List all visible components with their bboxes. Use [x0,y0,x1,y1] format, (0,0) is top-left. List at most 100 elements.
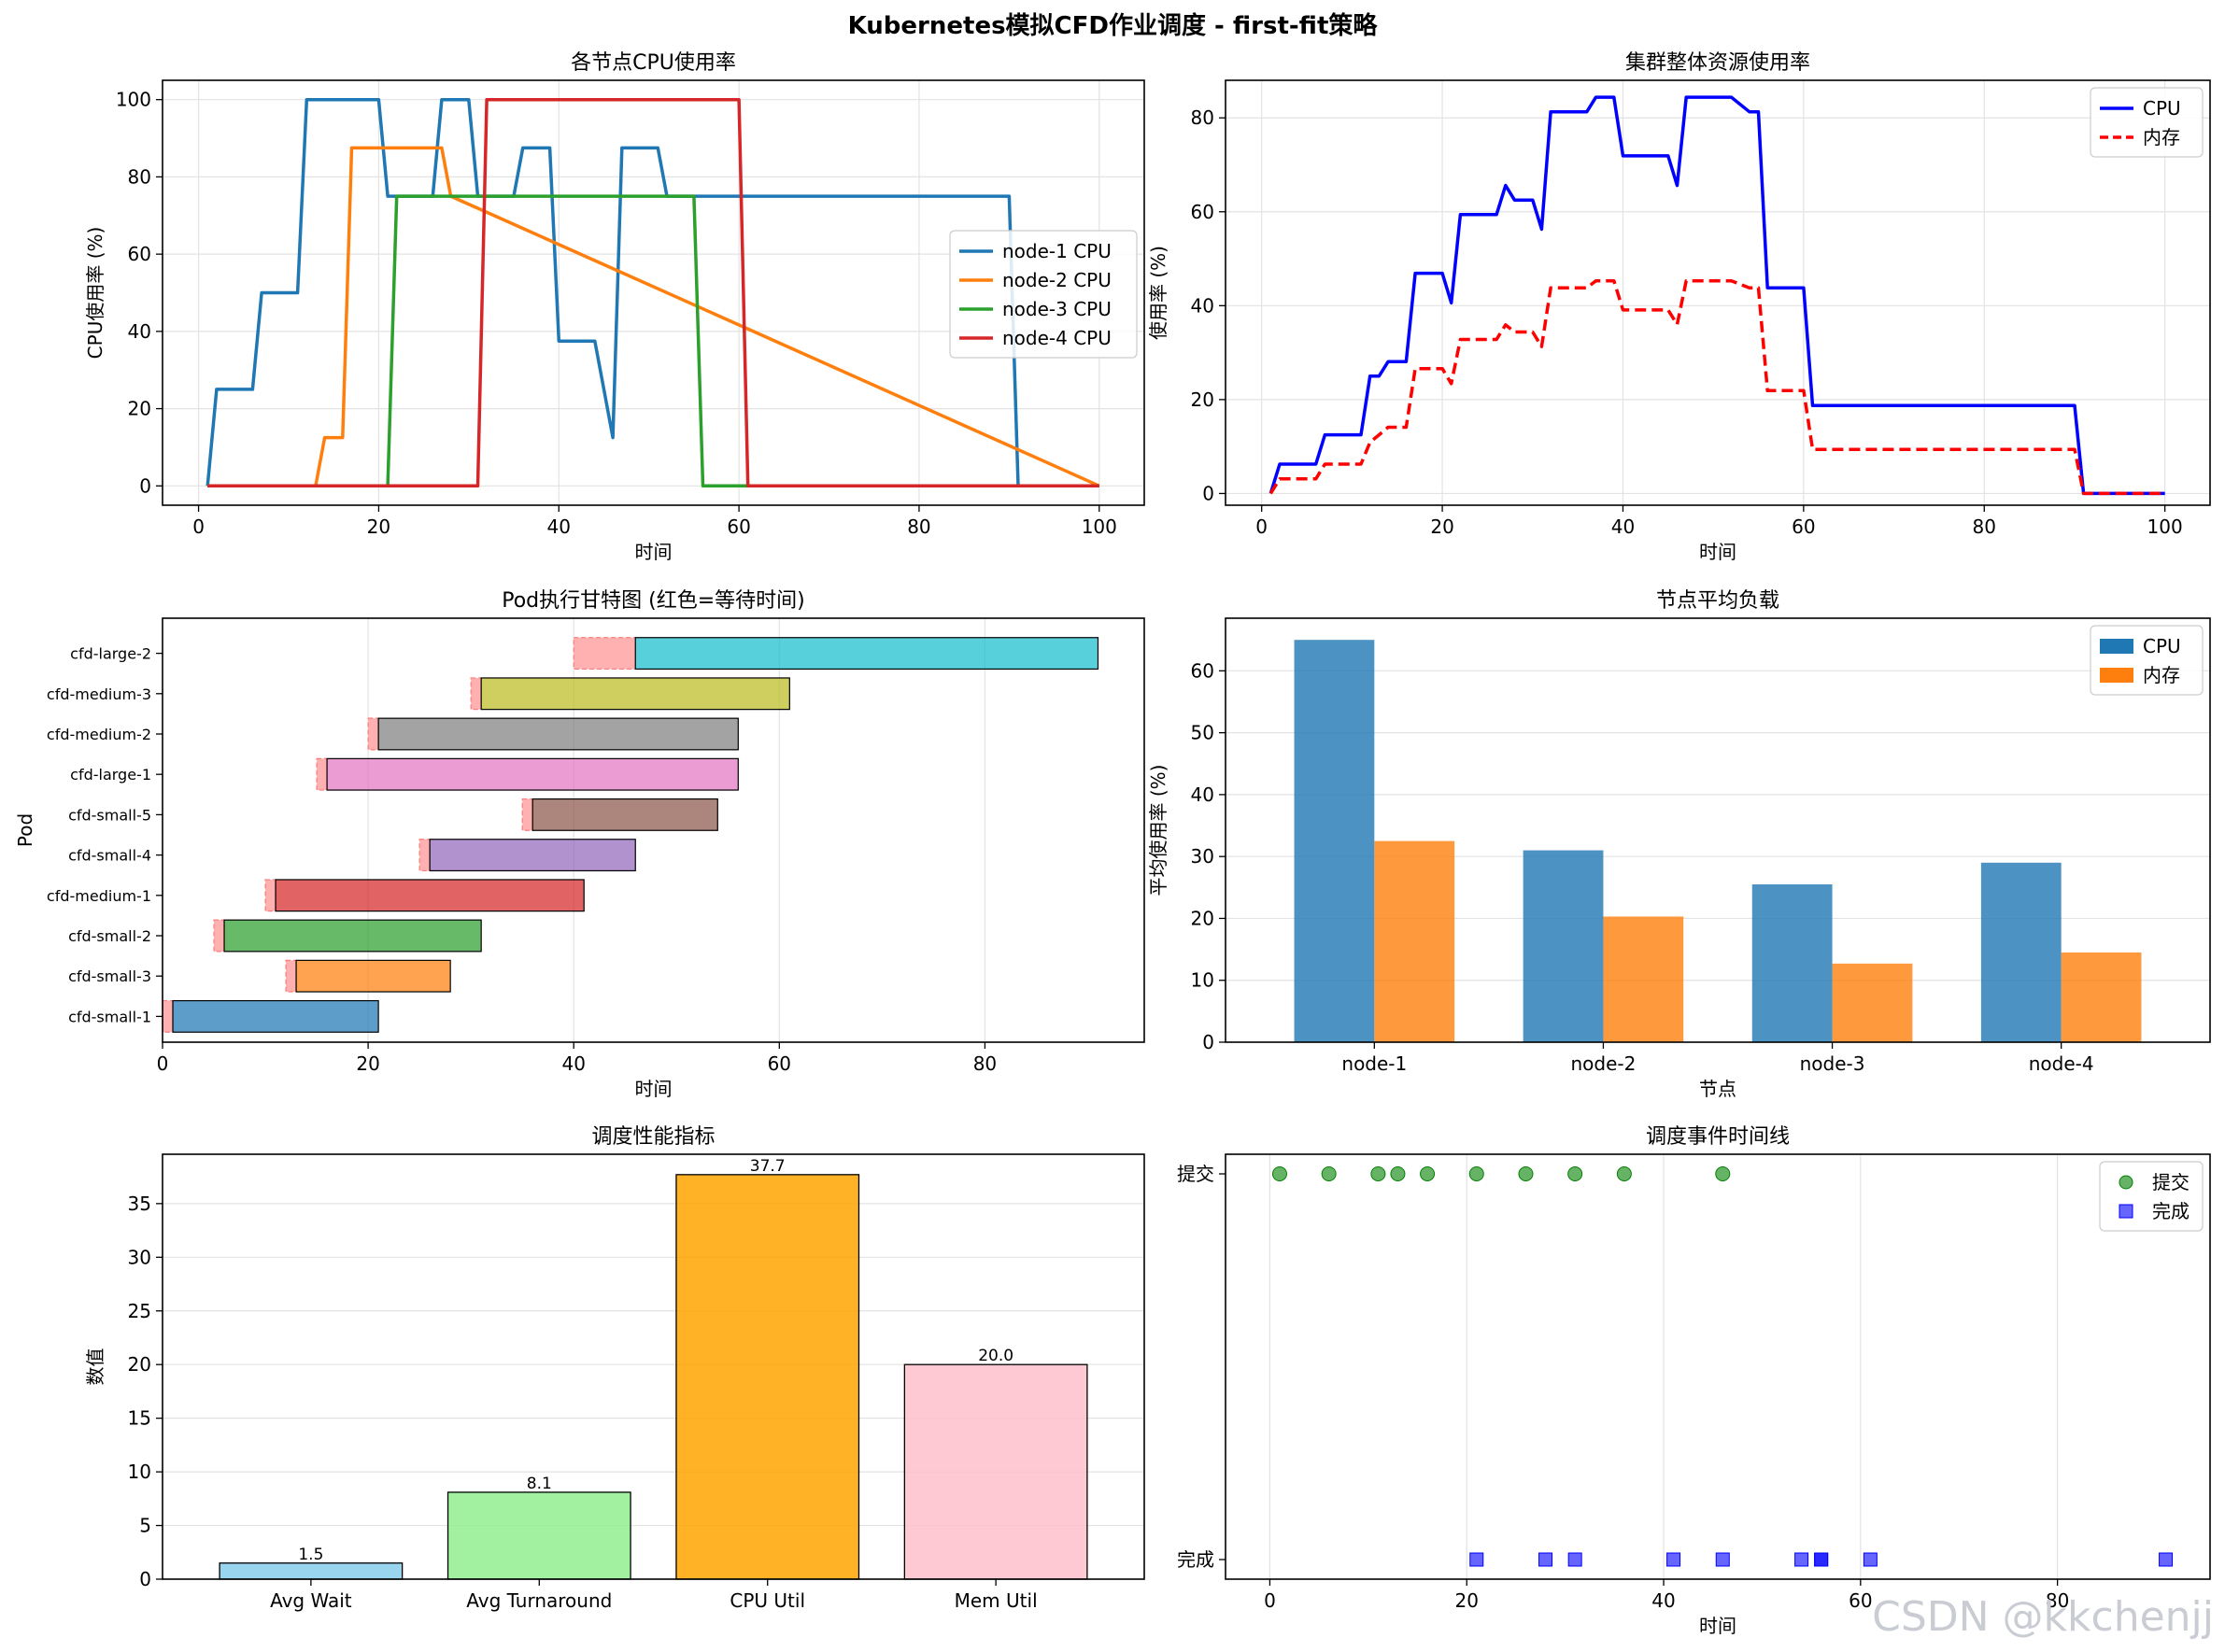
gantt-pod-label: cfd-small-1 [68,1008,151,1025]
cluster-util-xtick-label: 0 [1255,515,1268,538]
gantt-pod-label: cfd-large-2 [70,645,151,663]
metric-bar-mem-util [903,1363,1088,1580]
gantt-pod-label: cfd-small-2 [68,927,151,945]
cluster-util-ytick-label: 60 [1191,201,1214,223]
cluster-util-ylabel: 使用率 (%) [1147,246,1169,340]
node-cpu-series-2 [207,146,1100,488]
cluster-util-ytick-label: 0 [1202,482,1214,504]
metrics-title: 调度性能指标 [591,1125,715,1149]
gantt-ylabel: Pod [14,813,36,847]
gantt-xtick-label: 40 [561,1052,585,1075]
node-avg-ytick-label: 0 [1202,1031,1214,1053]
event-point-提交 [1271,1166,1287,1181]
gantt-bar-cfd-small-3 [295,959,451,993]
bar-node-2-cpu [1523,850,1604,1042]
event-point-完成 [1814,1552,1829,1567]
node-cpu-xlabel: 时间 [635,541,673,563]
node-cpu-ytick-label: 20 [128,398,151,420]
gantt-frame [162,617,1145,1043]
cluster-util-ytick-label: 40 [1191,294,1214,317]
events-ytick-label: 提交 [1177,1163,1214,1185]
gantt-wait-cfd-medium-2 [367,717,379,751]
gantt-xtick-label: 60 [768,1052,791,1075]
node-avg-legend-label: CPU [2143,635,2181,657]
figure-title: Kubernetes模拟CFD作业调度 - first-fit策略 [848,11,1379,40]
event-point-完成 [1715,1552,1730,1567]
metrics-ytick-label: 20 [128,1353,151,1376]
cluster-util-xlabel: 时间 [1699,541,1736,563]
event-point-完成 [1666,1552,1681,1567]
gantt-xtick-label: 0 [157,1052,169,1075]
events-legend-label: 提交 [2152,1171,2190,1193]
watermark: CSDN @kkchenjj [1872,1593,2214,1641]
metrics-ylabel: 数值 [84,1348,106,1386]
event-point-提交 [1468,1166,1484,1181]
gantt-title: Pod执行甘特图 (红色=等待时间) [502,589,805,613]
node-avg-xlabel: 节点 [1699,1078,1736,1100]
event-point-完成 [1794,1552,1809,1567]
node-avg-frame [1225,617,2211,1043]
cluster-util-ytick-label: 80 [1191,106,1214,129]
cluster-util-frame [1225,79,2211,506]
node-cpu-xtick-label: 0 [192,515,205,538]
gantt-pod-label: cfd-small-4 [68,847,151,865]
node-avg-ytick-label: 40 [1191,784,1214,806]
event-point-提交 [1518,1166,1534,1181]
node-avg-ytick-label: 20 [1191,907,1214,929]
gantt-bar-cfd-medium-1 [275,879,585,912]
gantt-pod-label: cfd-large-1 [70,766,151,784]
cluster-util-xtick-label: 20 [1430,515,1453,538]
events-xlabel: 时间 [1699,1615,1736,1637]
cluster-util-legend-label: CPU [2143,97,2181,120]
event-point-提交 [1616,1166,1632,1181]
gantt-bar-cfd-large-1 [326,757,739,791]
event-point-提交 [1321,1166,1337,1181]
gantt-axes: Pod执行甘特图 (红色=等待时间) 0 20 40 60 80 cfd-small-1 cf… [14,589,1145,1100]
node-avg-ytick-label: 50 [1191,722,1214,744]
events-frame [1225,1153,2211,1580]
bar-node-3-mem [1832,963,1913,1042]
node-cpu-ylabel: CPU使用率 (%) [84,227,106,360]
gantt-bar-cfd-large-2 [634,637,1099,671]
metric-bar-cpu-util [675,1174,860,1580]
gantt-bar-cfd-small-2 [223,919,482,953]
event-point-完成 [1469,1552,1484,1567]
node-cpu-ytick-label: 60 [128,243,151,265]
event-point-完成 [1863,1552,1878,1567]
node-cpu-xtick-label: 80 [907,515,930,538]
gantt-bar-cfd-small-5 [531,798,718,831]
node-cpu-ytick-label: 40 [128,320,151,343]
metrics-ytick-label: 35 [128,1193,151,1215]
metric-value-label: 8.1 [527,1475,552,1493]
metric-bar-avg-turnaround [446,1491,631,1580]
node-avg-xtick-label: node-2 [1571,1052,1637,1075]
gantt-wait-cfd-small-2 [213,919,225,953]
gantt-wait-cfd-medium-3 [470,677,482,711]
node-avg-title: 节点平均负载 [1656,589,1779,613]
node-cpu-series-4 [207,97,1099,488]
metrics-xtick-label: CPU Util [730,1589,805,1612]
events-xtick-label: 40 [1651,1589,1675,1612]
cluster-util-legend [2090,87,2204,158]
metrics-ytick-label: 10 [128,1461,151,1483]
node-avg-ylabel: 平均使用率 (%) [1147,765,1169,897]
cluster-util-series-2 [1268,278,2165,496]
metrics-frame [162,1153,1145,1580]
node-cpu-ytick-label: 100 [116,89,151,111]
node-avg-legend-label: 内存 [2143,664,2180,686]
node-avg-xtick-label: node-3 [1800,1052,1865,1075]
events-xtick-label: 60 [1849,1589,1872,1612]
event-point-提交 [1715,1166,1731,1181]
node-avg-axes: 节点平均负载 0 10 20 30 40 50 60 node-1 node-2 node-3 nod… [1147,589,2211,1100]
metric-value-label: 37.7 [750,1157,786,1176]
events-xtick-label: 20 [1455,1589,1479,1612]
event-point-完成 [1567,1552,1582,1567]
cluster-util-legend-label: 内存 [2143,126,2180,148]
event-point-提交 [1370,1166,1386,1181]
events-legend-label: 完成 [2152,1200,2190,1222]
cluster-util-xtick-label: 80 [1973,515,1996,538]
gantt-bar-cfd-medium-3 [480,677,790,711]
node-cpu-legend-label: node-3 CPU [1002,298,1112,320]
events-xtick-label: 0 [1264,1589,1276,1612]
